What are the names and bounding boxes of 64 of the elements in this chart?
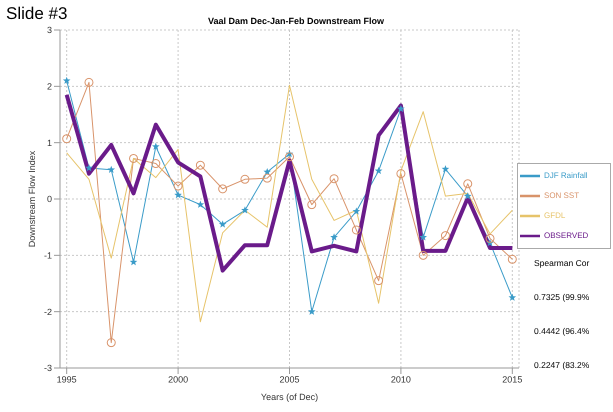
y-tick-label: 3	[46, 25, 52, 36]
y-tick-label: -2	[44, 306, 52, 317]
point	[308, 308, 316, 315]
y-tick-label: 2	[46, 82, 52, 92]
point	[440, 231, 450, 240]
point	[486, 234, 495, 243]
x-tick-label: 1995	[56, 374, 77, 384]
point	[463, 179, 472, 188]
point	[107, 166, 116, 173]
point	[151, 159, 160, 168]
point	[419, 233, 427, 241]
point	[330, 174, 339, 184]
point	[174, 191, 182, 198]
point	[62, 134, 72, 144]
point	[196, 200, 204, 208]
chart-title: Vaal Dam Dec-Jan-Feb Downstream Flow	[206, 16, 386, 26]
point	[442, 165, 450, 172]
point	[62, 76, 70, 84]
point	[196, 160, 205, 170]
x-axis-title: Years (of Dec)	[260, 392, 318, 402]
point	[285, 152, 294, 162]
point	[374, 166, 382, 174]
point	[218, 184, 228, 194]
line-series	[64, 92, 514, 273]
x-tick-label: 2005	[279, 374, 300, 384]
point	[508, 294, 516, 301]
point	[84, 78, 94, 87]
legend-label: GFDL	[544, 211, 566, 220]
point	[396, 169, 406, 178]
point	[106, 338, 116, 348]
x-tick-label: 2010	[390, 374, 411, 384]
y-tick-label: -3	[44, 363, 52, 374]
point	[85, 164, 93, 172]
point	[374, 276, 384, 286]
point	[508, 254, 517, 264]
text: 0.7325 (99.9%	[534, 292, 590, 302]
x-tick-label: 2000	[168, 374, 188, 384]
y-tick-label: -1	[44, 250, 52, 261]
legend-label: OBSERVED	[544, 231, 588, 240]
y-tick-label: 0	[46, 194, 52, 204]
legend-label: DJF Rainfall	[544, 171, 588, 180]
x-tick-label: 2015	[502, 374, 522, 384]
text: 0.4442 (96.4%	[534, 326, 590, 336]
point	[352, 207, 360, 215]
point	[152, 142, 160, 150]
point	[262, 174, 272, 183]
point	[174, 182, 183, 191]
point	[129, 154, 138, 163]
legend-label: SON SST	[544, 191, 580, 200]
point	[464, 192, 472, 200]
point	[330, 233, 338, 241]
point	[218, 220, 226, 228]
point	[240, 174, 250, 184]
text: Spearman Cor	[534, 258, 590, 268]
y-axis-title: Downstream Flow Index	[27, 150, 38, 248]
y-tick-label: 1	[46, 138, 52, 148]
point	[130, 258, 138, 266]
text: 0.2247 (83.2%	[534, 360, 590, 370]
point	[397, 104, 405, 112]
text: Slide #3	[6, 4, 68, 24]
point	[418, 250, 428, 260]
point	[307, 200, 316, 210]
point	[241, 206, 249, 214]
point	[352, 225, 361, 234]
